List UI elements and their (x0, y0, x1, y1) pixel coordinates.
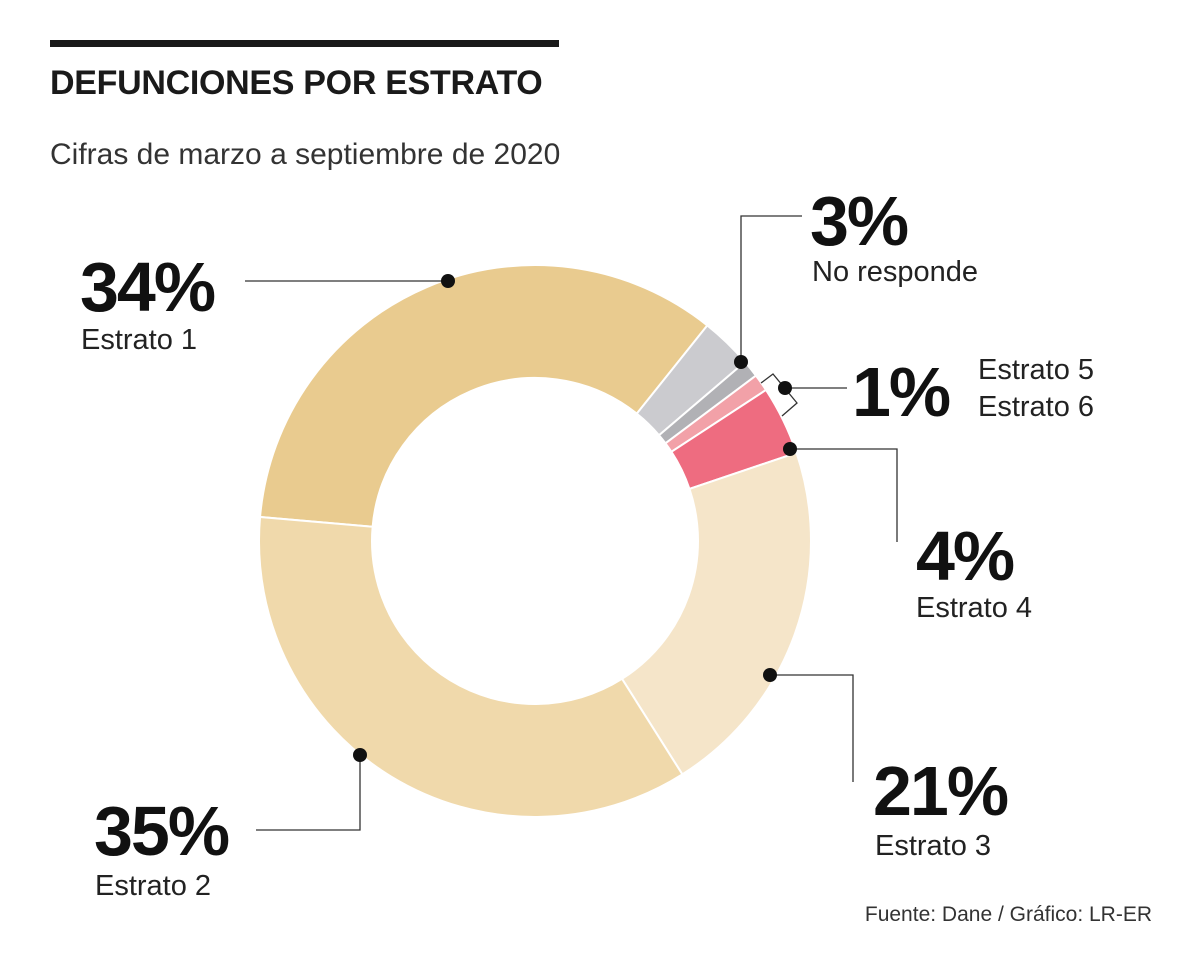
label-pct-estrato1: 34% (80, 248, 216, 326)
label-name-estrato5: Estrato 5 (978, 354, 1095, 386)
dot-estrato3 (763, 668, 777, 682)
leader-estrato3 (770, 674, 854, 782)
label-pct-estrato4: 4% (916, 517, 1015, 595)
chart-title: DEFUNCIONES POR ESTRATO (50, 64, 543, 102)
leader-estrato4 (790, 448, 898, 542)
slice-estrato-2 (258, 515, 684, 818)
dot-no-responde (734, 355, 748, 369)
dot-estrato2 (353, 748, 367, 762)
source-note: Fuente: Dane / Gráfico: LR-ER (864, 903, 1152, 926)
label-pct-estrato2: 35% (94, 792, 230, 870)
chart-subtitle: Cifras de marzo a septiembre de 2020 (50, 138, 561, 171)
label-name-no-responde: No responde (812, 256, 979, 288)
leader-no-responde (740, 215, 802, 362)
dot-estrato4 (783, 442, 797, 456)
dot-estrato1 (441, 274, 455, 288)
slice-estrato-3 (620, 451, 812, 776)
label-pct-estrato3: 21% (873, 752, 1009, 830)
label-name-estrato3: Estrato 3 (875, 830, 992, 862)
dot-estrato5-6 (778, 381, 792, 395)
label-name-estrato6: Estrato 6 (978, 391, 1095, 423)
title-rule (50, 40, 559, 47)
slice-estrato-1 (258, 264, 709, 528)
label-name-estrato4: Estrato 4 (916, 592, 1033, 624)
label-pct-estrato5-6: 1% (852, 353, 951, 431)
label-name-estrato2: Estrato 2 (95, 870, 212, 902)
label-pct-no-responde: 3% (810, 182, 909, 260)
label-name-estrato1: Estrato 1 (81, 324, 198, 356)
leader-estrato2 (256, 755, 361, 831)
